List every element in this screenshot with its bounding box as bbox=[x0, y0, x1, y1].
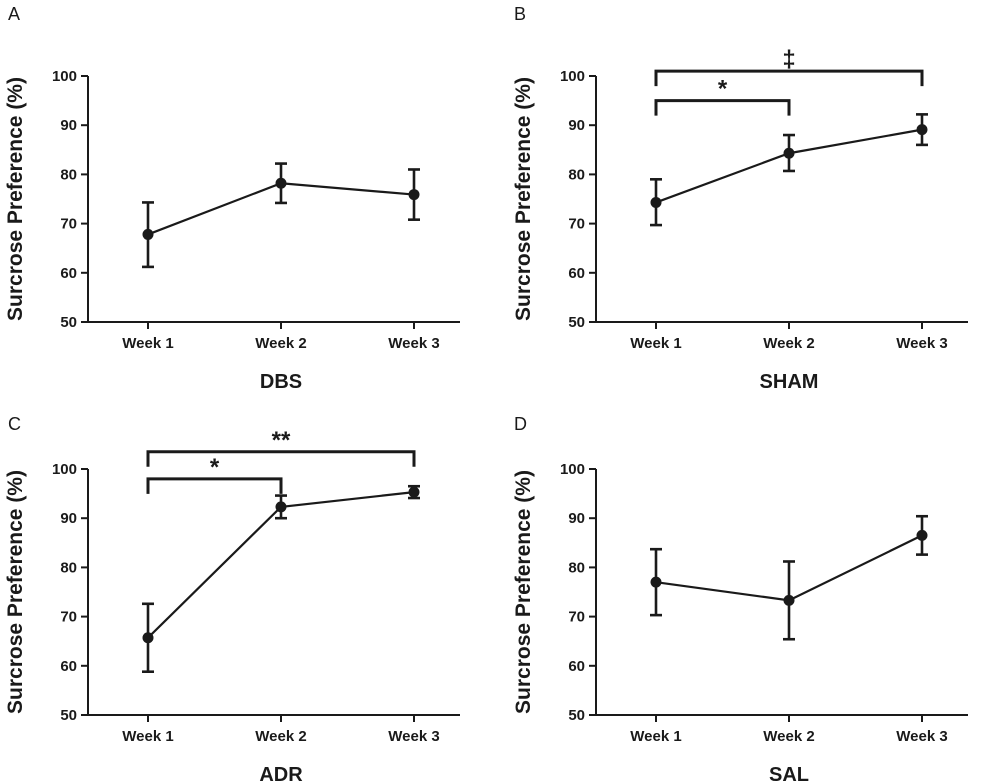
y-axis-title: Surcrose Preference (%) bbox=[4, 77, 27, 321]
y-tick-label: 80 bbox=[60, 166, 77, 183]
group-label: ADR bbox=[259, 764, 303, 783]
x-tick-label: Week 3 bbox=[388, 335, 439, 352]
data-point bbox=[650, 576, 662, 588]
x-tick-label: Week 3 bbox=[896, 335, 947, 352]
y-axis-title: Surcrose Preference (%) bbox=[512, 77, 535, 321]
significance-bracket bbox=[654, 99, 791, 116]
x-tick-label: Week 2 bbox=[763, 335, 814, 352]
y-tick-label: 70 bbox=[60, 609, 77, 626]
y-tick-label: 60 bbox=[60, 265, 77, 282]
y-tick-label: 100 bbox=[560, 461, 585, 478]
y-tick-label: 80 bbox=[568, 166, 585, 183]
panel-letter: C bbox=[8, 414, 21, 434]
significance-label: * bbox=[210, 454, 220, 481]
data-point bbox=[650, 196, 662, 208]
panel-letter: B bbox=[514, 4, 526, 24]
y-tick-label: 60 bbox=[60, 658, 77, 675]
data-point bbox=[142, 228, 154, 240]
data-point bbox=[142, 632, 154, 644]
y-tick-label: 80 bbox=[60, 559, 77, 576]
group-label: SHAM bbox=[760, 371, 819, 393]
x-tick-label: Week 1 bbox=[122, 728, 173, 745]
panel-letter: D bbox=[514, 414, 527, 434]
y-tick-label: 60 bbox=[568, 265, 585, 282]
chart-panel-b: B 50 60 70 80 90 100 Week 1 Week 2 Week 3 Surcrose… bbox=[512, 4, 968, 393]
y-tick-label: 100 bbox=[52, 68, 77, 85]
y-tick-label: 90 bbox=[60, 117, 77, 134]
y-axis-title: Surcrose Preference (%) bbox=[4, 470, 27, 714]
y-tick-label: 80 bbox=[568, 559, 585, 576]
y-tick-label: 90 bbox=[60, 510, 77, 527]
significance-label: * bbox=[718, 76, 728, 103]
significance-bracket bbox=[146, 450, 416, 467]
x-tick-label: Week 1 bbox=[630, 335, 681, 352]
x-tick-label: Week 2 bbox=[763, 728, 814, 745]
data-point bbox=[783, 594, 795, 606]
data-point bbox=[408, 189, 420, 201]
significance-label: ‡ bbox=[782, 46, 795, 73]
significance-bracket bbox=[146, 477, 283, 494]
chart-panel-d: D 50 60 70 80 90 100 Week 1 Week 2 Week 3 Surcrose… bbox=[512, 414, 968, 783]
data-point bbox=[275, 177, 287, 189]
data-point bbox=[783, 147, 795, 159]
data-point bbox=[916, 124, 928, 136]
chart-panel-c: C 50 60 70 80 90 100 Week 1 Week 2 Week 3 Surcrose… bbox=[4, 414, 460, 783]
significance-label: ** bbox=[272, 427, 291, 454]
data-point bbox=[408, 486, 420, 498]
y-tick-label: 90 bbox=[568, 117, 585, 134]
y-tick-label: 100 bbox=[52, 461, 77, 478]
y-tick-label: 70 bbox=[568, 609, 585, 626]
y-tick-label: 70 bbox=[568, 216, 585, 233]
y-tick-label: 50 bbox=[60, 314, 77, 331]
panel-letter: A bbox=[8, 4, 20, 24]
group-label: DBS bbox=[260, 371, 302, 393]
data-point bbox=[275, 501, 287, 513]
y-tick-label: 90 bbox=[568, 510, 585, 527]
group-label: SAL bbox=[769, 764, 809, 783]
y-tick-label: 60 bbox=[568, 658, 585, 675]
y-tick-label: 50 bbox=[568, 314, 585, 331]
y-tick-label: 50 bbox=[60, 707, 77, 724]
y-axis-title: Surcrose Preference (%) bbox=[512, 470, 535, 714]
y-tick-label: 100 bbox=[560, 68, 585, 85]
x-tick-label: Week 3 bbox=[388, 728, 439, 745]
y-tick-label: 70 bbox=[60, 216, 77, 233]
data-point bbox=[916, 529, 928, 541]
x-tick-label: Week 2 bbox=[255, 728, 306, 745]
significance-bracket bbox=[654, 69, 924, 87]
y-tick-label: 50 bbox=[568, 707, 585, 724]
x-tick-label: Week 3 bbox=[896, 728, 947, 745]
chart-panel-a: A 50 60 70 80 90 100 Week 1 Week 2 Week 3 Surcrose… bbox=[4, 4, 460, 393]
x-tick-label: Week 1 bbox=[630, 728, 681, 745]
x-tick-label: Week 1 bbox=[122, 335, 173, 352]
x-tick-label: Week 2 bbox=[255, 335, 306, 352]
